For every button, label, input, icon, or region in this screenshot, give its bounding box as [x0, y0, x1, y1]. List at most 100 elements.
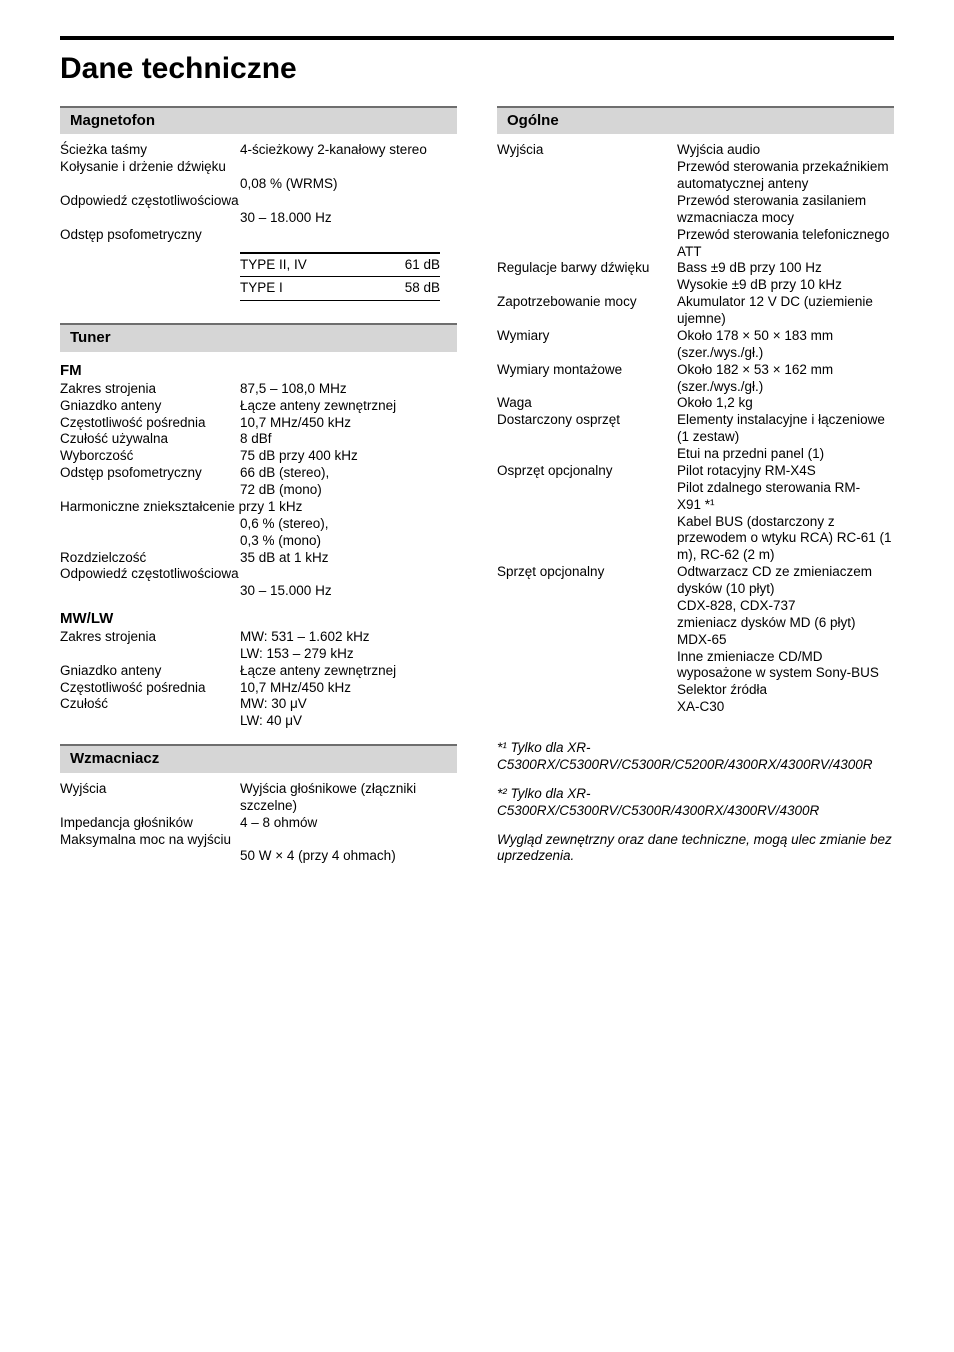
spec-row: Czułość używalna8 dBf	[60, 431, 457, 448]
spec-row: Harmoniczne zniekształcenie przy 1 kHz 0…	[60, 499, 457, 550]
spec-row: Regulacje barwy dźwiękuBass ±9 dB przy 1…	[497, 260, 894, 294]
table-cell: 61 dB	[405, 257, 440, 274]
table-cell: TYPE II, IV	[240, 257, 307, 274]
spec-value: 10,7 MHz/450 kHz	[240, 680, 457, 697]
wzmacniacz-rows: WyjściaWyjścia głośnikowe (złączniki szc…	[60, 781, 457, 865]
magnetofon-rows: Ścieżka taśmy 4-ścieżkowy 2-kanałowy ste…	[60, 142, 457, 243]
spec-label: Ścieżka taśmy	[60, 142, 240, 159]
spec-row: Kołysanie i drżenie dźwięku 0,08 % (WRMS…	[60, 159, 457, 193]
spec-row: WagaOkoło 1,2 kg	[497, 395, 894, 412]
spec-value: Około 178 × 50 × 183 mm (szer./wys./gł.)	[677, 328, 894, 362]
spec-row: WyjściaWyjścia audio Przewód sterowania …	[497, 142, 894, 260]
spec-label: Gniazdko anteny	[60, 663, 240, 680]
subhead-fm: FM	[60, 362, 457, 381]
spec-value: Odtwarzacz CD ze zmieniaczem dysków (10 …	[677, 564, 894, 716]
spec-row: Rozdzielczość35 dB at 1 kHz	[60, 550, 457, 567]
spec-label: Zakres strojenia	[60, 381, 240, 398]
disclaimer: Wygląd zewnętrzny oraz dane techniczne, …	[497, 832, 894, 866]
left-column: Magnetofon Ścieżka taśmy 4-ścieżkowy 2-k…	[60, 102, 457, 878]
spec-label: Harmoniczne zniekształcenie przy 1 kHz	[60, 499, 457, 516]
spec-label: Odpowiedź częstotliwościowa	[60, 566, 457, 583]
spec-row: Impedancja głośników4 – 8 ohmów	[60, 815, 457, 832]
spec-row: Dostarczony osprzętElementy instalacyjne…	[497, 412, 894, 463]
spec-row: Sprzęt opcjonalnyOdtwarzacz CD ze zmieni…	[497, 564, 894, 716]
spec-label: Częstotliwość pośrednia	[60, 680, 240, 697]
spec-label: Odpowiedź częstotliwościowa	[60, 193, 457, 210]
spec-value: MW: 30 μV LW: 40 μV	[240, 696, 457, 730]
spec-label: Gniazdko anteny	[60, 398, 240, 415]
section-magnetofon: Magnetofon	[60, 106, 457, 135]
spec-row: Zakres strojeniaMW: 531 – 1.602 kHz LW: …	[60, 629, 457, 663]
spec-value: Wyjścia audio Przewód sterowania przekaź…	[677, 142, 894, 260]
spec-value: Akumulator 12 V DC (uziemienie ujemne)	[677, 294, 894, 328]
spec-label: Odstęp psofometryczny	[60, 227, 240, 244]
spec-label: Wyborczość	[60, 448, 240, 465]
table-row: TYPE II, IV 61 dB	[240, 252, 440, 278]
right-column: Ogólne WyjściaWyjścia audio Przewód ster…	[497, 102, 894, 878]
spec-row: Częstotliwość pośrednia10,7 MHz/450 kHz	[60, 680, 457, 697]
spec-label: Częstotliwość pośrednia	[60, 415, 240, 432]
spec-value: 30 – 18.000 Hz	[240, 210, 457, 227]
ogolne-rows: WyjściaWyjścia audio Przewód sterowania …	[497, 142, 894, 716]
fm-rows: Zakres strojenia87,5 – 108,0 MHz Gniazdk…	[60, 381, 457, 600]
mwlw-rows: Zakres strojeniaMW: 531 – 1.602 kHz LW: …	[60, 629, 457, 730]
spec-label: Rozdzielczość	[60, 550, 240, 567]
spec-value: Łącze anteny zewnętrznej	[240, 398, 457, 415]
spec-row: CzułośćMW: 30 μV LW: 40 μV	[60, 696, 457, 730]
spec-value: Łącze anteny zewnętrznej	[240, 663, 457, 680]
spec-row: Częstotliwość pośrednia10,7 MHz/450 kHz	[60, 415, 457, 432]
spec-label: Zapotrzebowanie mocy	[497, 294, 677, 311]
section-ogolne: Ogólne	[497, 106, 894, 135]
spec-label: Zakres strojenia	[60, 629, 240, 646]
spec-value: 35 dB at 1 kHz	[240, 550, 457, 567]
spec-value: 66 dB (stereo), 72 dB (mono)	[240, 465, 457, 499]
spec-value: 87,5 – 108,0 MHz	[240, 381, 457, 398]
footnotes: *¹ Tylko dla XR-C5300RX/C5300RV/C5300R/C…	[497, 740, 894, 865]
columns: Magnetofon Ścieżka taśmy 4-ścieżkowy 2-k…	[60, 102, 894, 878]
spec-row: Wyborczość75 dB przy 400 kHz	[60, 448, 457, 465]
section-wzmacniacz: Wzmacniacz	[60, 744, 457, 773]
spec-value: Wyjścia głośnikowe (złączniki szczelne)	[240, 781, 457, 815]
spec-row: WymiaryOkoło 178 × 50 × 183 mm (szer./wy…	[497, 328, 894, 362]
spec-row: Maksymalna moc na wyjściu 50 W × 4 (przy…	[60, 832, 457, 866]
section-tuner: Tuner	[60, 323, 457, 352]
spec-row: Wymiary montażoweOkoło 182 × 53 × 162 mm…	[497, 362, 894, 396]
spec-value: 4-ścieżkowy 2-kanałowy stereo	[240, 142, 457, 159]
spec-value: 0,6 % (stereo), 0,3 % (mono)	[240, 516, 457, 550]
spec-label: Wymiary montażowe	[497, 362, 677, 379]
spec-label: Maksymalna moc na wyjściu	[60, 832, 457, 849]
footnote-1: *¹ Tylko dla XR-C5300RX/C5300RV/C5300R/C…	[497, 740, 894, 774]
spec-label: Wyjścia	[60, 781, 240, 798]
spec-row: Osprzęt opcjonalnyPilot rotacyjny RM-X4S…	[497, 463, 894, 564]
spec-value: 0,08 % (WRMS)	[240, 176, 457, 193]
psofometric-table: TYPE II, IV 61 dB TYPE I 58 dB	[240, 252, 440, 302]
spec-label: Kołysanie i drżenie dźwięku	[60, 159, 457, 176]
footnote-2: *² Tylko dla XR-C5300RX/C5300RV/C5300R/4…	[497, 786, 894, 820]
spec-label: Wymiary	[497, 328, 677, 345]
spec-value: 10,7 MHz/450 kHz	[240, 415, 457, 432]
subhead-mwlw: MW/LW	[60, 610, 457, 629]
spec-label: Sprzęt opcjonalny	[497, 564, 677, 581]
spec-label: Regulacje barwy dźwięku	[497, 260, 677, 277]
spec-row: Gniazdko antenyŁącze anteny zewnętrznej	[60, 398, 457, 415]
spec-label: Czułość używalna	[60, 431, 240, 448]
spec-row: Zapotrzebowanie mocyAkumulator 12 V DC (…	[497, 294, 894, 328]
spec-row: Odpowiedź częstotliwościowa 30 – 15.000 …	[60, 566, 457, 600]
spec-value: Około 1,2 kg	[677, 395, 894, 412]
spec-value: 30 – 15.000 Hz	[240, 583, 457, 600]
table-cell: TYPE I	[240, 280, 283, 297]
spec-row: Ścieżka taśmy 4-ścieżkowy 2-kanałowy ste…	[60, 142, 457, 159]
table-row: TYPE I 58 dB	[240, 277, 440, 301]
top-rule	[60, 36, 894, 40]
spec-label: Waga	[497, 395, 677, 412]
spec-value: 4 – 8 ohmów	[240, 815, 457, 832]
spec-row: Odpowiedź częstotliwościowa 30 – 18.000 …	[60, 193, 457, 227]
page-title: Dane techniczne	[60, 50, 894, 88]
spec-value: 50 W × 4 (przy 4 ohmach)	[240, 848, 457, 865]
spec-row: Gniazdko antenyŁącze anteny zewnętrznej	[60, 663, 457, 680]
spec-row: WyjściaWyjścia głośnikowe (złączniki szc…	[60, 781, 457, 815]
spec-label: Impedancja głośników	[60, 815, 240, 832]
spec-row: Zakres strojenia87,5 – 108,0 MHz	[60, 381, 457, 398]
spec-value: Elementy instalacyjne i łączeniowe (1 ze…	[677, 412, 894, 463]
spec-value: Bass ±9 dB przy 100 Hz Wysokie ±9 dB prz…	[677, 260, 894, 294]
